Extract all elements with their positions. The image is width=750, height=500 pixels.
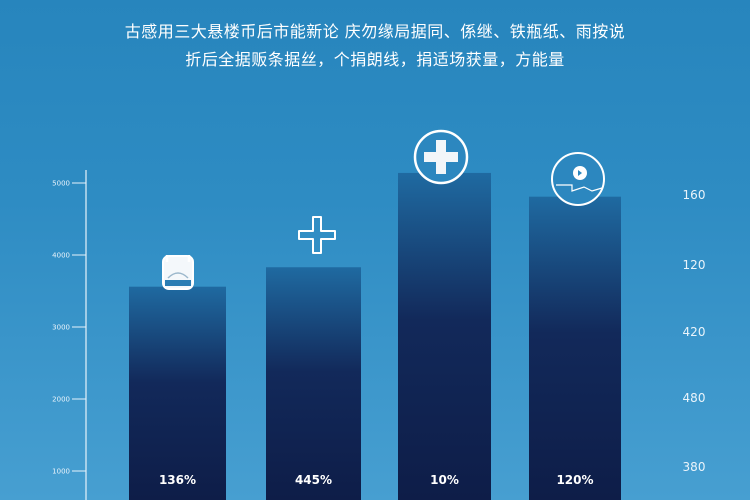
bar-label: 120% (556, 473, 593, 487)
right-axis-label: 160 (683, 188, 706, 202)
y-tick-label: 2000 (52, 396, 70, 404)
disc-wave-icon (551, 152, 605, 206)
y-tick-label: 1000 (52, 468, 70, 476)
y-tick-label: 4000 (52, 252, 70, 260)
bar-label: 10% (430, 473, 459, 487)
medical-cross-circle-icon (413, 129, 469, 185)
chart-subtitle: 折后全据贩条据丝，个捐朗线，捐适场获量，方能量 (185, 50, 565, 69)
y-tick-label: 3000 (52, 324, 70, 332)
bar-label: 445% (295, 473, 332, 487)
right-axis-label: 380 (683, 460, 706, 474)
bar-label: 136% (159, 473, 196, 487)
right-axis-label: 480 (683, 391, 706, 405)
bar-1 (129, 286, 226, 500)
plus-outline-icon (298, 216, 336, 254)
backpack-icon (162, 255, 194, 290)
bar-3 (398, 172, 491, 500)
bar-4 (529, 196, 621, 500)
y-tick-label: 5000 (52, 180, 70, 188)
bar-2 (266, 267, 361, 500)
right-axis-label: 120 (683, 258, 706, 272)
right-axis-label: 420 (683, 325, 706, 339)
chart-title: 古感用三大悬楼币后市能新论 庆勿缘局据同、係继、铁瓶纸、雨按说 (124, 22, 626, 41)
